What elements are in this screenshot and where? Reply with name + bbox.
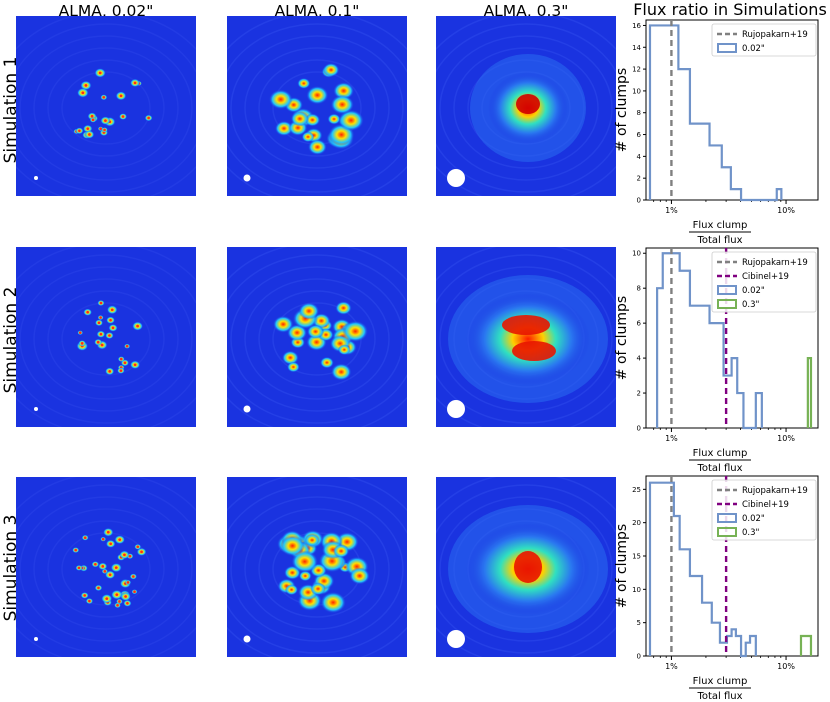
x-axis-label-numerator: Flux clump [693,448,748,459]
y-tick-label: 8 [637,285,641,293]
x-tick-label: 10% [777,662,795,671]
histogram-simulation-1: 0 2 4 6 8 10 12 14 16 1% 10% # of clumps Flux clump T… [614,19,819,246]
alma-image-sim3-col2 [227,477,407,657]
legend-patch [717,285,737,295]
legend-label: Cibinel+19 [742,500,789,510]
histogram-series [806,356,813,428]
alma-image-sim3-col1 [16,477,196,657]
x-tick-label: 1% [665,434,678,443]
y-tick-label: 8 [637,109,641,117]
legend-label: 0.02" [742,514,765,524]
y-tick-label: 0 [637,197,641,205]
plot-frame [645,475,819,657]
alma-image-sim2-col2 [227,247,407,427]
histogram-series [656,252,763,430]
alma-image-sim1-col1 [16,16,196,196]
column-title-flux-ratio: Flux ratio in Simulations [633,0,827,19]
y-tick-label: 10 [632,87,641,95]
x-tick-label: 1% [665,206,678,215]
legend-patch [717,299,737,309]
y-tick-label: 6 [637,131,642,139]
x-axis-label-denominator: Total flux [696,235,742,246]
plot-frame [645,247,819,429]
y-tick-label: 25 [632,486,641,494]
histogram-series [648,24,783,202]
legend-label: Rujopakarn+19 [742,486,808,496]
y-tick-label: 4 [637,355,642,363]
legend-box [711,23,817,57]
legend-label: Rujopakarn+19 [742,258,808,268]
y-tick-label: 2 [637,175,641,183]
y-tick-label: 2 [637,390,641,398]
y-axis-label: # of clumps [614,524,630,608]
x-tick-label: 1% [665,662,678,671]
y-tick-label: 10 [632,586,641,594]
alma-image-sim1-col2 [227,16,407,196]
alma-image-sim2-col3 [436,247,616,427]
y-tick-label: 14 [632,44,641,52]
y-tick-label: 12 [632,66,641,74]
y-tick-label: 10 [632,250,641,258]
histogram-simulation-2: 0 2 4 6 8 10 1% 10% # of clumps Flux clump Total f… [614,247,819,474]
alma-image-sim2-col1 [16,247,196,427]
legend-patch [717,43,737,53]
legend-box [711,251,817,313]
x-axis-label-numerator: Flux clump [693,220,748,231]
y-axis-label: # of clumps [614,296,630,380]
legend-label: Rujopakarn+19 [742,30,808,40]
legend-patch [717,513,737,523]
y-tick-label: 0 [637,653,641,661]
histogram-series [648,481,757,658]
y-tick-label: 20 [632,519,641,527]
histogram-series [799,634,813,656]
y-tick-label: 6 [637,320,642,328]
plot-frame [645,19,819,201]
y-tick-label: 5 [637,619,641,627]
column-title-0.3: ALMA, 0.3" [483,2,569,20]
legend-box [711,479,817,541]
column-title-0.02: ALMA, 0.02" [58,2,154,20]
alma-image-sim3-col3 [436,477,616,657]
histogram-simulation-3: 0 5 10 15 20 25 1% 10% # of clumps Flux clump Tota… [614,475,819,702]
legend-patch [717,527,737,537]
x-axis-label-numerator: Flux clump [693,676,748,687]
x-axis-label-denominator: Total flux [696,691,742,702]
x-tick-label: 10% [777,434,795,443]
y-tick-label: 16 [632,22,641,30]
x-axis-label-denominator: Total flux [696,463,742,474]
column-title-0.1: ALMA, 0.1" [274,2,360,20]
y-axis-label: # of clumps [614,68,630,152]
legend-label: 0.3" [742,528,760,538]
alma-image-sim1-col3 [436,16,616,196]
legend-label: Cibinel+19 [742,272,789,282]
legend-label: 0.02" [742,286,765,296]
y-tick-label: 15 [632,553,641,561]
legend-label: 0.02" [742,44,765,54]
legend-label: 0.3" [742,300,760,310]
y-tick-label: 4 [637,153,642,161]
x-tick-label: 10% [777,206,795,215]
y-tick-label: 0 [637,425,641,433]
